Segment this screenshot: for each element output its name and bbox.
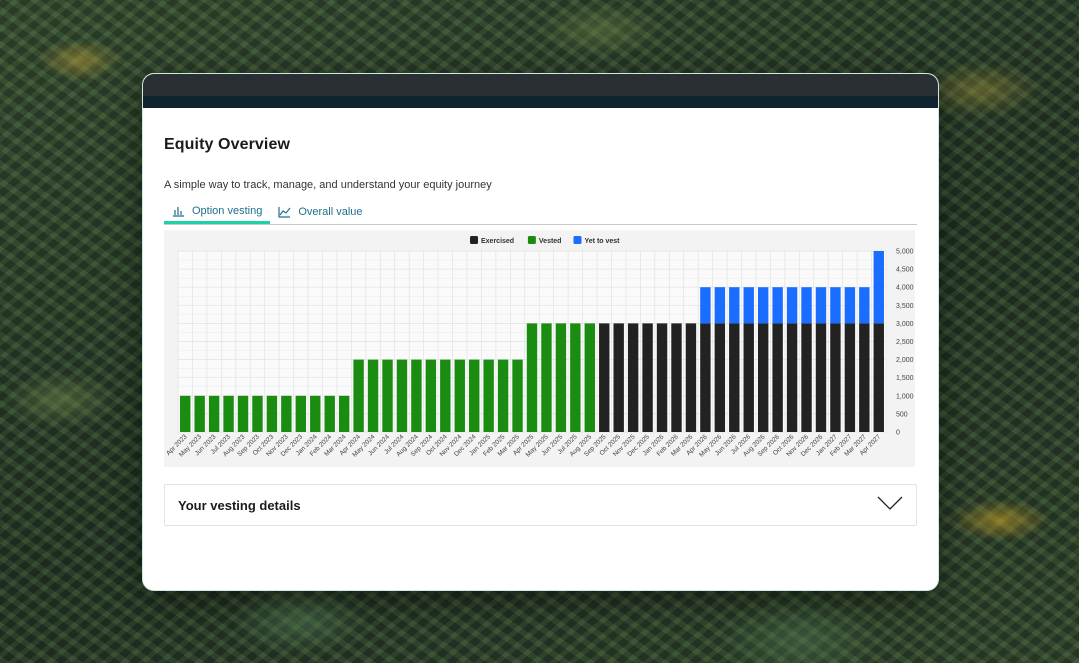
bar-exercised (844, 323, 856, 432)
tab-label: Overall value (298, 205, 363, 218)
bar-yet-to-vest (772, 287, 783, 324)
bar-exercised (830, 323, 841, 432)
bar-yet-to-vest (859, 287, 870, 324)
y-tick-label: 3,000 (896, 321, 914, 328)
y-tick-label: 3,500 (896, 303, 914, 310)
bar-yet-to-vest (844, 287, 856, 324)
tab-option-vesting[interactable]: Option vesting (164, 200, 271, 224)
bar-exercised (772, 323, 783, 432)
bar-exercised (786, 323, 798, 432)
legend-label: Exercised (481, 238, 514, 245)
bar-vested (483, 359, 494, 432)
bar-exercised (714, 323, 726, 432)
vesting-chart-svg: 0 500 1,000 1,500 2,000 2,500 3,000 3,500 4,000 4… (165, 236, 914, 459)
bar-exercised (859, 323, 870, 432)
equity-card: Equity Overview A simple way to track, m… (142, 73, 939, 591)
bar-vested (497, 359, 509, 432)
line-chart-icon (278, 206, 291, 218)
bar-vested (512, 359, 523, 432)
bar-exercised (700, 323, 711, 432)
bar-vested (367, 359, 379, 432)
bar-vested (266, 395, 278, 432)
vesting-details-accordion[interactable]: Your vesting details (164, 484, 917, 526)
bar-vested (295, 395, 307, 432)
bar-exercised (656, 323, 668, 432)
y-tick-label: 0 (896, 430, 900, 437)
bar-yet-to-vest (757, 287, 769, 324)
bar-vested (310, 395, 321, 432)
bar-vested (382, 359, 393, 432)
y-tick-label: 1,500 (896, 375, 914, 382)
bar-exercised (873, 323, 884, 432)
bar-vested (353, 359, 364, 432)
bar-vested (237, 395, 249, 432)
bar-vested (541, 323, 552, 432)
bar-exercised (757, 323, 769, 432)
bar-yet-to-vest (830, 287, 841, 324)
legend-label: Yet to vest (585, 238, 621, 245)
y-tick-label: 5,000 (896, 249, 914, 256)
bar-vested (526, 323, 538, 432)
bar-vested (396, 359, 408, 432)
vesting-chart: 0 500 1,000 1,500 2,000 2,500 3,000 3,500 4,000 4… (164, 230, 915, 467)
bar-vested (281, 395, 292, 432)
bar-vested (338, 395, 350, 432)
bar-exercised (801, 323, 812, 432)
bar-yet-to-vest (700, 287, 711, 324)
y-tick-label: 2,500 (896, 339, 914, 346)
bar-vested (440, 359, 451, 432)
bar-vested (180, 395, 191, 432)
bar-vested (208, 395, 220, 432)
tab-overall-value[interactable]: Overall value (270, 200, 370, 223)
y-tick-label: 4,500 (896, 267, 914, 274)
y-tick-label: 500 (896, 411, 908, 418)
legend-swatch (573, 236, 582, 244)
tab-label: Option vesting (192, 204, 263, 217)
page-title: Equity Overview (164, 136, 290, 153)
bar-vested (223, 395, 234, 432)
bar-exercised (743, 323, 754, 432)
bar-vested (425, 359, 437, 432)
bar-vested (252, 395, 263, 432)
bar-vested (454, 359, 465, 432)
vesting-details-label: Your vesting details (178, 497, 301, 513)
bar-exercised (729, 323, 740, 432)
y-tick-label: 4,000 (896, 285, 914, 292)
bar-exercised (642, 323, 653, 432)
bar-vested (411, 359, 422, 432)
y-tick-label: 1,000 (896, 393, 914, 400)
bar-yet-to-vest (801, 287, 812, 324)
bar-yet-to-vest (873, 251, 884, 324)
bar-yet-to-vest (743, 287, 754, 324)
page-subtitle: A simple way to track, manage, and under… (164, 179, 492, 191)
card-header-bar (143, 74, 938, 108)
bar-vested (469, 359, 480, 432)
legend-swatch (470, 236, 478, 244)
chart-tabs: Option vesting Overall value (164, 200, 917, 225)
legend-swatch (527, 236, 536, 244)
bar-yet-to-vest (729, 287, 740, 324)
bar-chart-icon (172, 205, 185, 217)
bar-exercised (599, 323, 610, 432)
bar-exercised (685, 323, 697, 432)
bar-yet-to-vest (786, 287, 798, 324)
bar-exercised (815, 323, 827, 432)
bar-yet-to-vest (815, 287, 827, 324)
card-content: Equity Overview A simple way to track, m… (143, 136, 938, 526)
bar-vested (584, 323, 595, 432)
y-tick-label: 2,000 (896, 357, 914, 364)
bar-vested (194, 395, 205, 432)
bar-exercised (613, 323, 624, 432)
chevron-down-icon[interactable] (877, 495, 903, 516)
bar-yet-to-vest (714, 287, 726, 324)
bar-exercised (627, 323, 639, 432)
legend-label: Vested (539, 238, 562, 245)
bar-vested (570, 323, 581, 432)
bar-exercised (671, 323, 682, 432)
bar-vested (324, 395, 335, 432)
bar-vested (555, 323, 567, 432)
